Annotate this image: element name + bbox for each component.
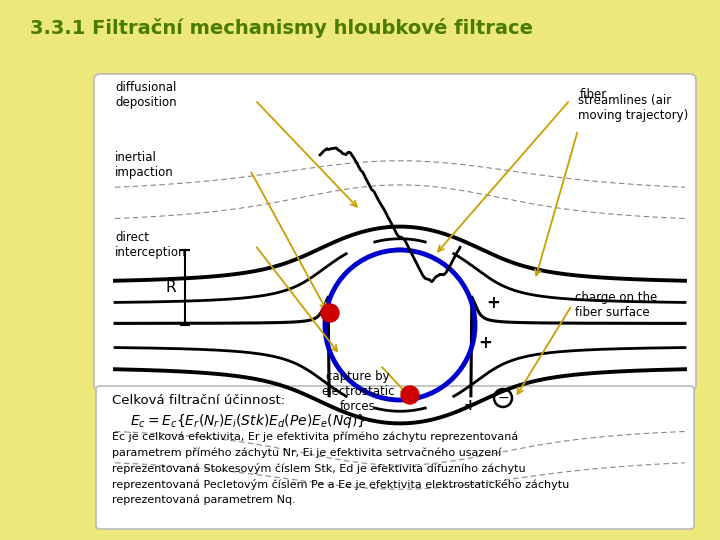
Text: +: + <box>478 334 492 352</box>
Text: +: + <box>486 294 500 312</box>
Text: inertial
impaction: inertial impaction <box>115 151 174 179</box>
Text: 3.3.1 Filtrační mechanismy hloubkové filtrace: 3.3.1 Filtrační mechanismy hloubkové fil… <box>30 18 533 38</box>
Text: Ec je celková efektivita, Er je efektivita přímého záchytu reprezentovaná
parame: Ec je celková efektivita, Er je efektivi… <box>112 432 570 505</box>
Text: capture by
electrostatic
forces: capture by electrostatic forces <box>321 370 395 413</box>
Text: diffusional
deposition: diffusional deposition <box>115 81 176 109</box>
Text: charge on the
fiber surface: charge on the fiber surface <box>575 291 657 319</box>
Text: Celková filtrační účinnost:: Celková filtrační účinnost: <box>112 394 285 407</box>
Text: −: − <box>498 391 509 405</box>
Text: streamlines (air
moving trajectory): streamlines (air moving trajectory) <box>578 94 688 122</box>
Text: direct
interception: direct interception <box>115 231 186 259</box>
Text: R: R <box>166 280 176 295</box>
FancyBboxPatch shape <box>94 74 696 391</box>
Text: $E_c = E_c\{E_r(N_r)E_i(Stk)E_d(Pe)E_e(Nq)\}$: $E_c = E_c\{E_r(N_r)E_i(Stk)E_d(Pe)E_e(N… <box>130 412 366 430</box>
FancyBboxPatch shape <box>96 386 694 529</box>
Text: fiber: fiber <box>580 89 607 102</box>
Text: +: + <box>464 397 477 413</box>
Circle shape <box>401 386 419 404</box>
Circle shape <box>321 304 339 322</box>
